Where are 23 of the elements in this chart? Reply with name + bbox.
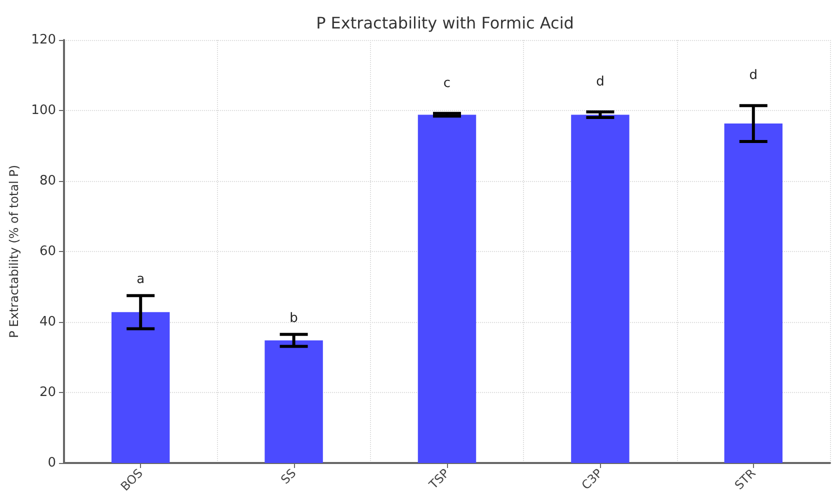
bar bbox=[418, 114, 476, 463]
bar bbox=[571, 114, 630, 463]
x-tick-label: SS bbox=[278, 466, 299, 487]
y-tick-label: 100 bbox=[31, 103, 56, 118]
annotation: d bbox=[749, 68, 758, 84]
annotation: c bbox=[443, 76, 451, 91]
y-tick-label: 40 bbox=[39, 314, 56, 330]
annotation: a bbox=[136, 272, 145, 288]
bar bbox=[111, 312, 170, 463]
y-axis-title: P Extractability (% of total P) bbox=[7, 164, 21, 338]
annotation: d bbox=[596, 74, 604, 90]
chart-title: P Extractability with Formic Acid bbox=[316, 14, 574, 32]
y-tick-label: 80 bbox=[39, 174, 56, 188]
y-tick-label: 60 bbox=[39, 244, 56, 259]
bar bbox=[264, 340, 323, 463]
y-tick-label: 20 bbox=[39, 385, 56, 400]
x-tick-label: TSP bbox=[426, 466, 452, 492]
annotation: b bbox=[290, 310, 298, 326]
x-tick-label: STR bbox=[732, 466, 758, 492]
x-tick-label: C3P bbox=[578, 466, 606, 492]
y-tick-label: 0 bbox=[48, 456, 56, 470]
bar bbox=[724, 124, 783, 463]
y-tick-label: 120 bbox=[31, 32, 56, 48]
